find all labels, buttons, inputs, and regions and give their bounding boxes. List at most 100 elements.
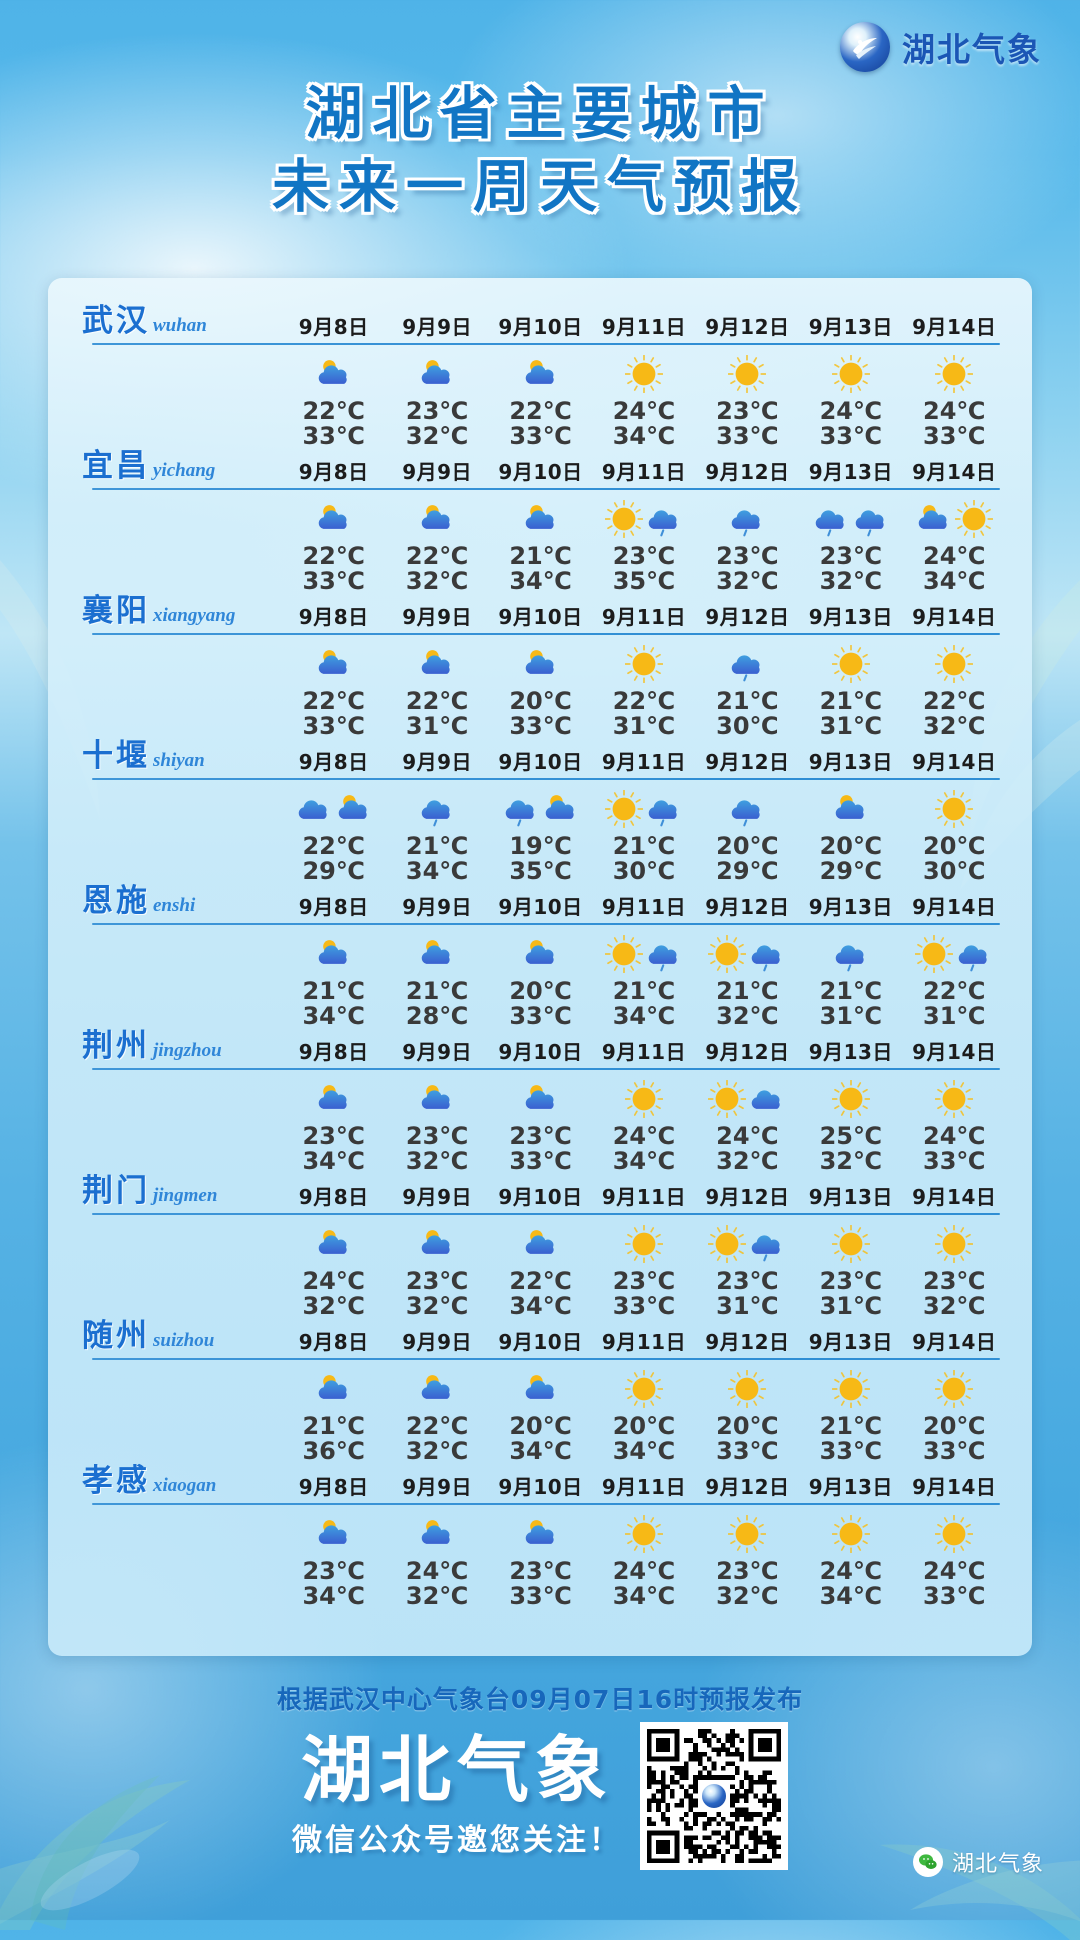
weather-icons — [935, 1367, 974, 1411]
temp-high: 34℃ — [923, 567, 986, 596]
temp-low: 23℃ — [405, 1267, 469, 1295]
temp-high: 34℃ — [509, 567, 572, 596]
temperature-range: 23℃ 32℃ — [406, 398, 468, 450]
wechat-account-bar[interactable]: 湖北气象 — [912, 1846, 1044, 1878]
temp-low: 23℃ — [302, 1557, 365, 1585]
date-label: 9月10日 — [498, 460, 583, 484]
sun-icon — [831, 355, 870, 393]
sun-cloud-icon — [418, 1370, 456, 1408]
city-header: 武汉 wuhan 9月8日 9月9日 9月10日 9月11日 9月12日 9月13日 9月14日 — [74, 296, 1006, 340]
temp-low: 23℃ — [405, 1122, 469, 1150]
sun-cloud-icon — [418, 645, 456, 683]
temp-high: 34℃ — [612, 1437, 676, 1466]
forecast-cell: 22℃ 31℃ — [903, 925, 1006, 1030]
forecast-cell: 23℃ 32℃ — [385, 1215, 488, 1320]
forecast-cell: 22℃ 31℃ — [592, 635, 695, 740]
temp-low: 21℃ — [612, 832, 676, 860]
sun-icon — [955, 500, 994, 538]
sun-cloud-icon — [315, 1515, 353, 1553]
qr-center-logo-icon — [699, 1781, 729, 1811]
date-label: 9月10日 — [498, 1040, 583, 1064]
temperature-range: 23℃ 32℃ — [405, 1122, 469, 1175]
temp-high: 33℃ — [509, 1002, 572, 1031]
forecast-cell: 21℃ 31℃ — [799, 925, 902, 1030]
temp-high: 32℃ — [302, 1292, 365, 1321]
forecast-cell: 23℃ 31℃ — [696, 1215, 799, 1320]
city-name: 孝感 xiaogan — [74, 1455, 282, 1500]
city-row-jingmen: 荆门 jingmen 9月8日 9月9日 9月10日 9月11日 9月12日 9月13日 9月1… — [74, 1166, 1006, 1319]
temperature-range: 24℃ 32℃ — [302, 1268, 365, 1321]
sun-cloud-icon — [522, 1370, 560, 1408]
temp-low: 20℃ — [509, 687, 572, 715]
weather-icons — [728, 787, 766, 831]
forecast-cell: 21℃ 31℃ — [799, 635, 902, 740]
forecast-cell: 21℃ 30℃ — [696, 635, 799, 740]
temp-high: 34℃ — [509, 1292, 572, 1321]
weather-icons — [935, 642, 974, 686]
weather-icons — [604, 787, 683, 831]
sun-icon — [604, 935, 643, 973]
city-name-cn: 宜昌 — [82, 448, 150, 484]
temperature-range: 23℃ 34℃ — [302, 1557, 365, 1610]
date-label: 9月14日 — [912, 1330, 997, 1354]
temp-low: 21℃ — [302, 977, 365, 1005]
temperature-range: 24℃ 34℃ — [820, 1558, 882, 1610]
date-label: 9月12日 — [705, 1185, 790, 1209]
city-row-xiangyang: 襄阳 xiangyang 9月8日 9月9日 9月10日 9月11日 9月12日 9月13日 9… — [74, 585, 1006, 739]
temp-low: 24℃ — [923, 1557, 986, 1585]
weather-icons — [624, 642, 663, 686]
temp-low: 22℃ — [923, 977, 986, 1005]
sun-icon — [935, 1370, 974, 1408]
forecast-cells: 24℃ 32℃ 23℃ 32℃ 22℃ 34℃ 23℃ 33℃ 23℃ 31℃ 23℃ 31… — [74, 1215, 1006, 1320]
temp-low: 21℃ — [612, 977, 676, 1005]
city-name: 襄阳 xiangyang — [74, 585, 282, 630]
temp-high: 35℃ — [509, 857, 572, 886]
date-label: 9月9日 — [402, 1185, 473, 1209]
wechat-qr-code[interactable] — [640, 1722, 788, 1870]
date-label: 9月12日 — [705, 895, 790, 919]
weather-icons — [624, 352, 663, 396]
date-label: 9月11日 — [601, 1475, 687, 1499]
city-name-en: jingzhou — [153, 1040, 222, 1061]
city-name-cn: 随州 — [82, 1318, 150, 1354]
temp-high: 33℃ — [819, 422, 883, 451]
date-label: 9月11日 — [601, 895, 687, 919]
wechat-icon — [912, 1847, 943, 1877]
temperature-range: 20℃ 33℃ — [509, 978, 572, 1031]
sun-icon — [831, 645, 870, 683]
temperature-range: 24℃ 34℃ — [613, 398, 675, 450]
rain-cloud-icon — [418, 790, 456, 828]
temp-high: 30℃ — [612, 857, 676, 886]
temp-high: 31℃ — [923, 1002, 986, 1031]
sun-cloud-icon — [418, 935, 456, 973]
city-header: 荆门 jingmen 9月8日 9月9日 9月10日 9月11日 9月12日 9月13日 9月1… — [74, 1166, 1006, 1210]
forecast-cell: 19℃ 35℃ — [489, 780, 592, 885]
forecast-cells: 22℃ 33℃ 23℃ 32℃ 22℃ 33℃ 24℃ 34℃ 23℃ 33℃ 24℃ 33… — [74, 345, 1006, 450]
temp-high: 34℃ — [612, 1147, 676, 1176]
cloud-icon — [748, 1080, 786, 1118]
weather-icons — [832, 932, 870, 976]
sun-cloud-icon — [522, 500, 560, 538]
rain-cloud-icon — [645, 500, 683, 538]
date-label: 9月9日 — [402, 895, 473, 919]
forecast-cell: 20℃ 29℃ — [696, 780, 799, 885]
weather-icons — [315, 642, 353, 686]
temperature-range: 22℃ 29℃ — [302, 833, 364, 885]
date-header-row: 9月8日 9月9日 9月10日 9月11日 9月12日 9月13日 9月14日 — [282, 746, 1006, 775]
sun-cloud-icon — [915, 500, 953, 538]
forecast-cell: 24℃ 33℃ — [799, 345, 902, 450]
sun-icon — [728, 1370, 767, 1408]
date-label: 9月9日 — [402, 1040, 473, 1064]
temp-low: 22℃ — [302, 542, 365, 570]
date-label: 9月13日 — [808, 1330, 893, 1354]
sun-cloud-icon — [522, 1080, 560, 1118]
page-title: 湖北省主要城市 未来一周天气预报 — [0, 78, 1080, 224]
forecast-cell: 22℃ 29℃ — [282, 780, 385, 885]
date-label: 9月13日 — [808, 460, 893, 484]
forecast-cell: 23℃ 32℃ — [799, 490, 902, 595]
temperature-range: 23℃ 32℃ — [820, 543, 882, 595]
temp-high: 33℃ — [509, 1582, 572, 1611]
weather-icons — [315, 932, 353, 976]
temperature-range: 20℃ 33℃ — [923, 1413, 985, 1465]
forecast-cells: 22℃ 29℃ 21℃ 34℃ 19℃ 35℃ 21℃ 30℃ 20℃ 29℃ 20℃ 29… — [74, 780, 1006, 885]
